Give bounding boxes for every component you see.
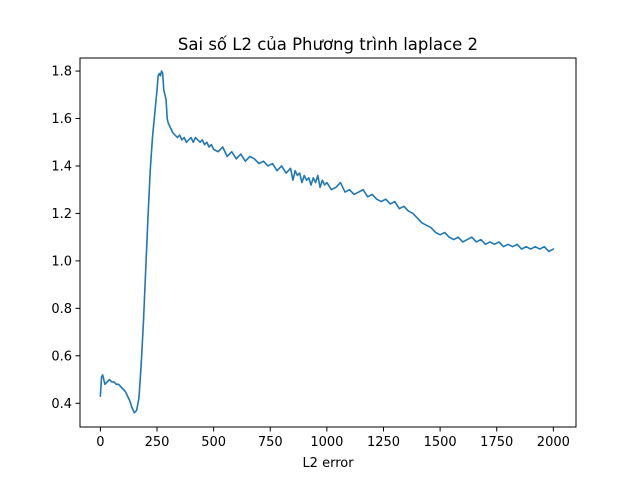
plot-area — [79, 57, 577, 428]
x-tick-label: 0 — [96, 435, 104, 450]
series-line-0 — [99, 70, 555, 414]
y-tick-label: 0.6 — [51, 349, 72, 364]
x-tick-label: 1250 — [367, 435, 400, 450]
y-tick-label: 0.4 — [51, 397, 72, 412]
y-axis: 0.4 0.6 0.8 1.0 1.2 1.4 1.6 1.8 — [51, 65, 80, 412]
y-tick-label: 1.4 — [51, 159, 72, 174]
y-tick-label: 1.6 — [51, 112, 72, 127]
x-tick-label: 1000 — [310, 435, 343, 450]
chart-title: Sai số L2 của Phương trình laplace 2 — [178, 35, 478, 54]
y-tick-label: 1.8 — [51, 65, 72, 80]
x-axis-label: L2 error — [302, 456, 354, 471]
plot-frame — [79, 57, 577, 428]
x-tick-label: 750 — [258, 435, 283, 450]
x-tick-label: 250 — [145, 435, 170, 450]
x-tick-label: 1750 — [480, 435, 513, 450]
x-tick-label: 500 — [201, 435, 226, 450]
y-tick-label: 0.8 — [51, 302, 72, 317]
y-tick-label: 1.2 — [51, 207, 72, 222]
y-tick-label: 1.0 — [51, 254, 72, 269]
x-axis: 0 250 500 750 1000 1250 1500 1750 2000 — [96, 427, 570, 450]
x-tick-label: 1500 — [424, 435, 457, 450]
x-tick-label: 2000 — [537, 435, 570, 450]
